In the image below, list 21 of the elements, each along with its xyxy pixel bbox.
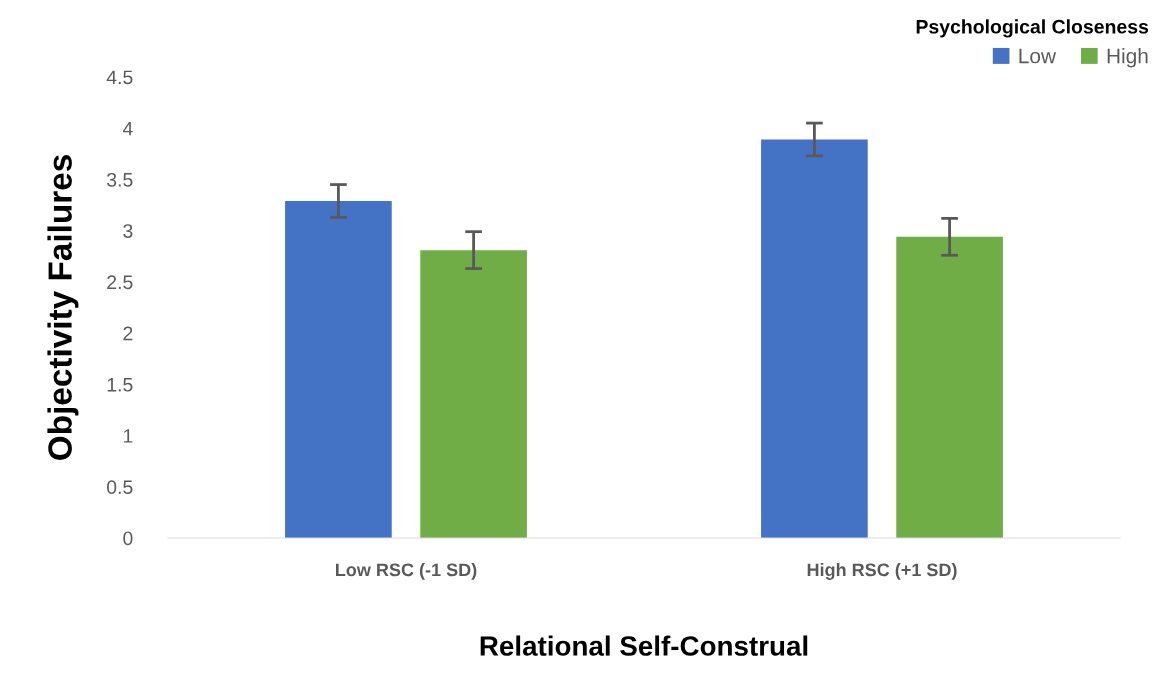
y-tick-label: 0.5 [107,480,133,495]
y-tick-label: 1.5 [107,378,133,392]
y-tick-label: 2.5 [107,275,133,290]
bar [896,236,1003,538]
x-axis-title: Relational Self-Construal [480,635,808,656]
y-tick-label: 0 [123,531,133,546]
x-tick-label: Low RSC (-1 SD) [335,563,477,580]
y-tick-label: 3.5 [106,172,133,187]
legend-title: Psychological Closeness [916,19,1149,38]
bar [285,200,392,538]
legend-label: Low [1019,48,1057,64]
bar [420,250,527,538]
y-tick-label: 1 [123,429,133,443]
y-axis-title: Objectivity Failures [47,155,79,460]
y-tick-label: 2 [123,326,133,341]
legend-label: High [1107,48,1148,68]
bar [761,139,868,538]
x-tick-label: High RSC (+1 SD) [807,563,957,580]
y-tick-label: 3 [123,224,133,238]
y-tick-label: 4.5 [106,70,133,85]
y-tick-label: 4 [122,121,133,136]
